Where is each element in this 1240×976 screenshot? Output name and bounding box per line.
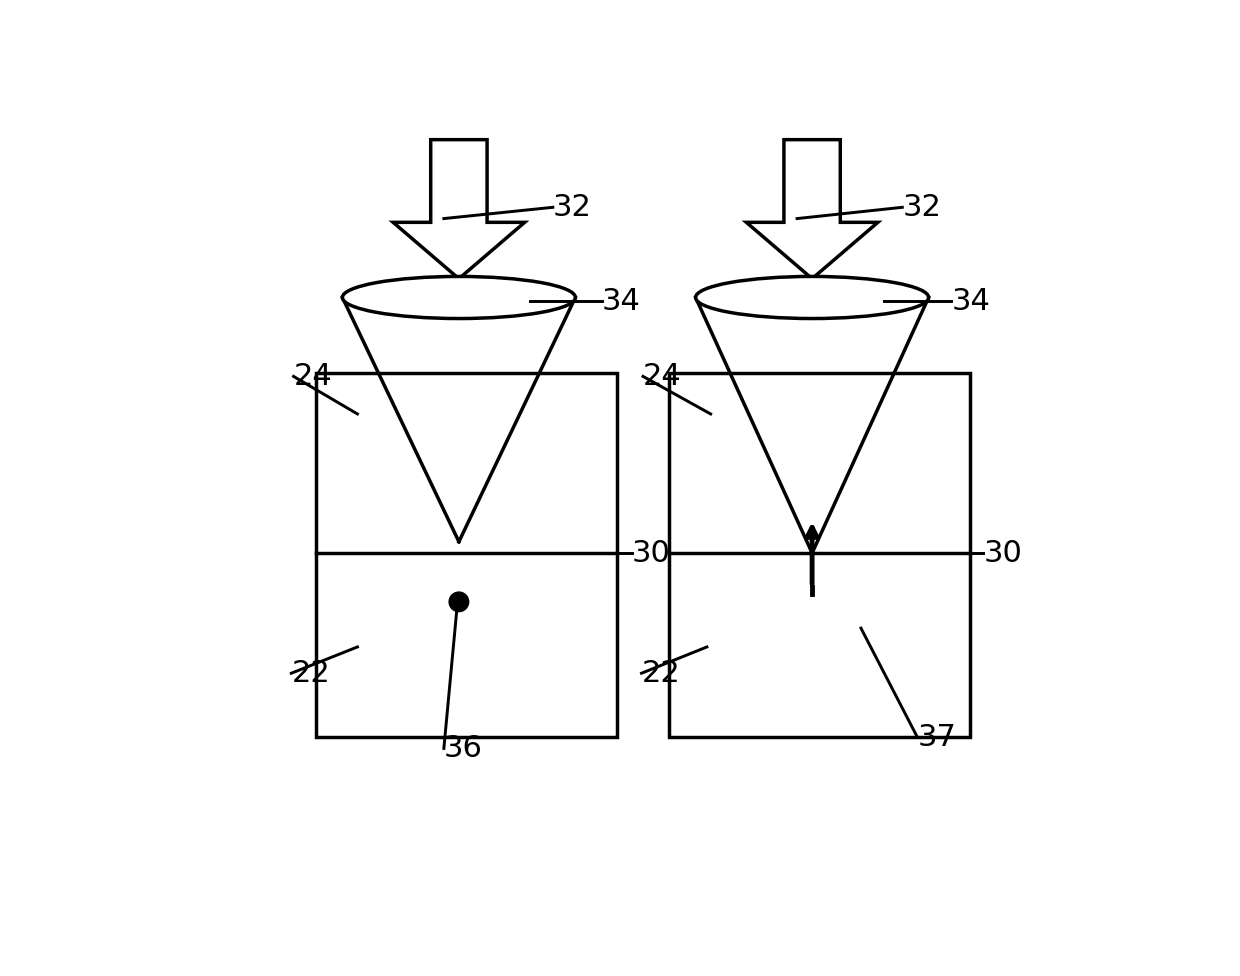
Text: 22: 22 (291, 659, 330, 688)
Bar (670, 373, 970, 737)
Text: 32: 32 (903, 193, 941, 222)
Polygon shape (393, 140, 525, 279)
Text: 24: 24 (644, 362, 682, 391)
Text: 34: 34 (601, 287, 641, 316)
Text: 36: 36 (444, 734, 482, 763)
Circle shape (449, 592, 469, 612)
Text: 24: 24 (294, 362, 332, 391)
Text: 37: 37 (918, 722, 956, 752)
Text: 30: 30 (631, 539, 671, 567)
Text: 32: 32 (553, 193, 591, 222)
Ellipse shape (342, 276, 575, 318)
Text: 34: 34 (951, 287, 990, 316)
Bar (316, 373, 616, 737)
Text: 22: 22 (641, 659, 681, 688)
Ellipse shape (696, 276, 929, 318)
Text: 30: 30 (983, 539, 1022, 567)
Polygon shape (746, 140, 878, 279)
